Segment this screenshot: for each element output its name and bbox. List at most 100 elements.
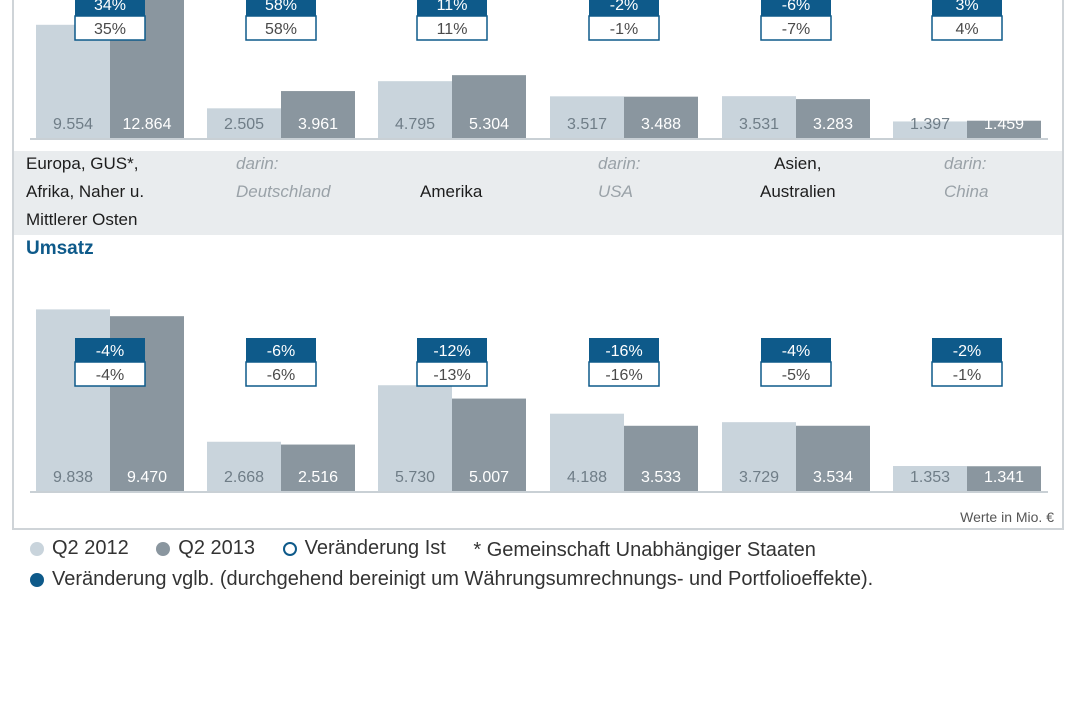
change-label-comparable: -2% [610, 0, 638, 14]
unit-note: Werte in Mio. € [960, 509, 1054, 525]
bar-value-label-q2-2013: 1.341 [984, 469, 1024, 486]
bar-q2-2012 [36, 24, 110, 138]
change-label-actual: 11% [437, 21, 468, 38]
legend-item-q2-2013: Q2 2013 [156, 537, 255, 560]
bar-value-label-q2-2012: 2.668 [224, 469, 264, 486]
change-box-comparable [417, 0, 487, 16]
bar-q2-2012 [550, 96, 624, 138]
bar-q2-2013 [452, 398, 526, 491]
change-box-actual [74, 361, 146, 387]
legend-item-q2-2012: Q2 2012 [30, 537, 129, 560]
change-label-comparable: -16% [605, 343, 642, 360]
bar-value-label-q2-2012: 4.795 [395, 116, 435, 133]
change-box-actual [760, 361, 832, 387]
ring-icon [282, 541, 297, 556]
bar-value-label-q2-2013: 1.459 [984, 116, 1024, 133]
bar-value-label-q2-2013: 3.533 [641, 469, 681, 486]
change-label-comparable: 58% [265, 0, 297, 14]
bar-value-label-q2-2012: 3.531 [739, 116, 779, 133]
legend-item-comparable: Veränderung vglb. (durchgehend bereinigt… [30, 568, 873, 591]
bar-q2-2012 [722, 422, 796, 491]
change-label-comparable: -6% [782, 0, 810, 14]
change-box-actual [416, 15, 488, 41]
bar-q2-2013 [967, 466, 1041, 491]
region-label-china: darin: China [944, 154, 989, 201]
bar-q2-2012 [378, 81, 452, 138]
bar-q2-2012 [36, 309, 110, 491]
bar-q2-2013 [281, 444, 355, 491]
bar-value-label-q2-2012: 2.505 [224, 116, 264, 133]
bar-value-label-q2-2013: 3.488 [641, 116, 681, 133]
change-label-comparable: -12% [433, 343, 470, 360]
bar-value-label-q2-2012: 5.730 [395, 469, 435, 486]
change-label-actual: -5% [782, 367, 810, 384]
legend-label-comparable: Veränderung vglb. (durchgehend bereinigt… [52, 568, 874, 590]
bar-value-label-q2-2013: 3.961 [298, 116, 338, 133]
region-label-usa: darin: USA [598, 154, 641, 201]
bar-value-label-q2-2012: 4.188 [567, 469, 607, 486]
bar-value-label-q2-2012: 1.353 [910, 469, 950, 486]
change-box-actual [760, 15, 832, 41]
change-box-actual [245, 15, 317, 41]
bar-q2-2013 [796, 425, 870, 491]
change-box-actual [931, 361, 1003, 387]
change-label-actual: -6% [267, 367, 295, 384]
change-box-comparable [75, 338, 145, 362]
legend-footnote-text: * Gemeinschaft Unabhängiger Staaten [473, 538, 816, 561]
region-label-europa: Europa, GUS*, Afrika, Naher u. Mittlerer… [26, 154, 145, 229]
bar-value-label-q2-2012: 1.397 [910, 116, 950, 133]
change-label-comparable: 34% [94, 0, 126, 14]
change-box-comparable [246, 338, 316, 362]
change-label-comparable: -2% [953, 343, 981, 360]
light-dot-icon [30, 541, 44, 556]
bar-value-label-q2-2013: 12.864 [123, 116, 172, 133]
bar-q2-2012 [722, 96, 796, 138]
bar-q2-2012 [550, 413, 624, 491]
change-box-comparable [417, 338, 487, 362]
legend-label-actual: Veränderung Ist [304, 537, 446, 559]
change-label-actual: -1% [953, 367, 981, 384]
region-label-asien: Asien, Australien [760, 154, 836, 201]
change-label-actual: -13% [433, 367, 470, 384]
change-label-comparable: -4% [96, 343, 124, 360]
legend-item-actual: Veränderung Ist [282, 537, 446, 560]
bar-q2-2013 [624, 425, 698, 491]
dark-dot-icon [156, 541, 171, 556]
bar-value-label-q2-2012: 9.554 [53, 116, 93, 133]
change-box-actual [588, 361, 660, 387]
change-box-comparable [589, 338, 659, 362]
blue-dot-icon [30, 572, 44, 587]
change-box-comparable [75, 0, 145, 16]
legend-label-q2-2012: Q2 2012 [52, 537, 129, 559]
change-label-comparable: -4% [782, 343, 810, 360]
bar-value-label-q2-2013: 3.283 [813, 116, 853, 133]
legend-row-2: Veränderung vglb. (durchgehend bereinigt… [30, 568, 895, 593]
change-label-actual: -7% [782, 21, 810, 38]
change-label-comparable: 3% [955, 0, 978, 14]
change-label-actual: -16% [605, 367, 642, 384]
bar-q2-2012 [893, 121, 967, 138]
change-box-comparable [932, 0, 1002, 16]
change-box-comparable [932, 338, 1002, 362]
change-box-actual [74, 15, 146, 41]
bar-q2-2013 [796, 99, 870, 138]
change-label-actual: -4% [96, 367, 124, 384]
bar-q2-2013 [281, 91, 355, 138]
bar-value-label-q2-2013: 5.304 [469, 116, 509, 133]
change-box-actual [931, 15, 1003, 41]
bar-value-label-q2-2012: 9.838 [53, 469, 93, 486]
change-box-actual [245, 361, 317, 387]
section-label-umsatz: Umsatz [26, 238, 94, 259]
region-band [14, 151, 1062, 235]
change-label-comparable: -6% [267, 343, 295, 360]
bar-value-label-q2-2013: 5.007 [469, 469, 509, 486]
change-label-actual: 4% [955, 21, 978, 38]
change-box-actual [416, 361, 488, 387]
change-box-actual [588, 15, 660, 41]
bar-q2-2013 [967, 120, 1041, 138]
change-box-comparable [246, 0, 316, 16]
region-label-deutschland: darin: Deutschland [236, 154, 331, 201]
change-label-comparable: 11% [437, 0, 468, 14]
change-label-actual: -1% [610, 21, 638, 38]
